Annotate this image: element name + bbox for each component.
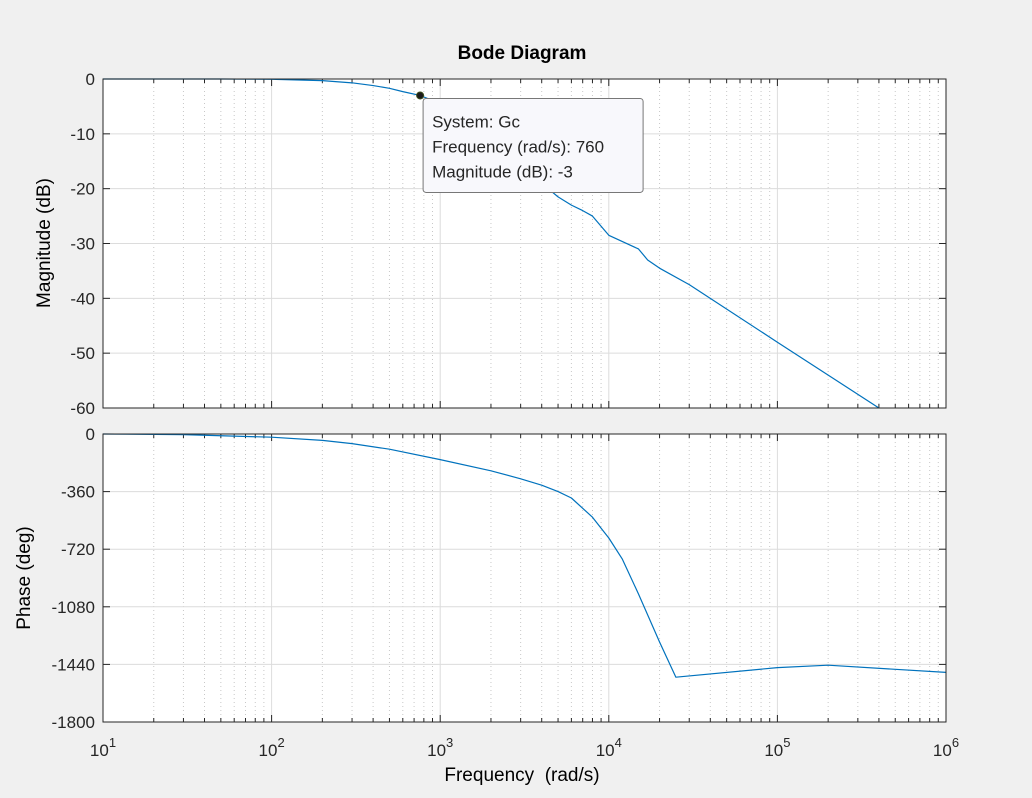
magnitude-y-label: Magnitude (dB) [34,178,55,308]
phase-axes[interactable]: 0 -360 -720 -1080 -1440 -1800 Phase (deg) [14,425,947,732]
y-tick-label: -20 [70,180,95,199]
data-tip-system: System: Gc [432,112,520,131]
axes-border [102,433,947,723]
y-tick-label: -1080 [52,598,95,617]
x-tick-label: 103 [427,735,453,760]
y-tick-label: -30 [70,235,95,254]
y-tick-label: -10 [70,125,95,144]
x-tick-label: 102 [259,735,285,760]
phase-curve-group [102,433,947,723]
x-tick-label: 101 [90,735,116,760]
x-axis-label: Frequency (rad/s) [444,765,599,786]
magnitude-grid [102,78,946,409]
y-tick-label: -360 [61,483,95,502]
phase-y-label: Phase (deg) [14,526,35,630]
y-tick-label: -1440 [52,655,95,674]
x-tick-labels: 101 102 103 104 105 106 [90,735,959,760]
y-tick-label: 0 [86,70,95,89]
data-tip-box [422,97,644,193]
x-tick-label: 105 [764,735,790,760]
x-tick-label: 104 [596,735,622,760]
y-tick-label: -720 [61,540,95,559]
y-tick-label: -60 [70,399,95,418]
phase-plot-area [102,433,947,723]
axes-border [102,78,947,409]
y-tick-label: -40 [70,289,95,308]
y-tick-label: 0 [86,425,95,444]
data-tip-marker[interactable] [416,91,425,100]
chart-title: Bode Diagram [458,43,587,64]
magnitude-y-ticks: 0 -10 -20 -30 -40 -50 -60 [70,70,95,418]
phase-y-ticks: 0 -360 -720 -1080 -1440 -1800 [52,425,95,732]
phase-series-line[interactable] [102,433,947,678]
x-tick-label: 106 [933,735,959,760]
y-tick-label: -50 [70,344,95,363]
data-tip-frequency: Frequency (rad/s): 760 [432,137,604,156]
data-tip[interactable]: System: Gc Frequency (rad/s): 760 Magnit… [416,91,644,193]
data-tip-magnitude: Magnitude (dB): -3 [432,162,573,181]
y-tick-label: -1800 [52,713,95,732]
